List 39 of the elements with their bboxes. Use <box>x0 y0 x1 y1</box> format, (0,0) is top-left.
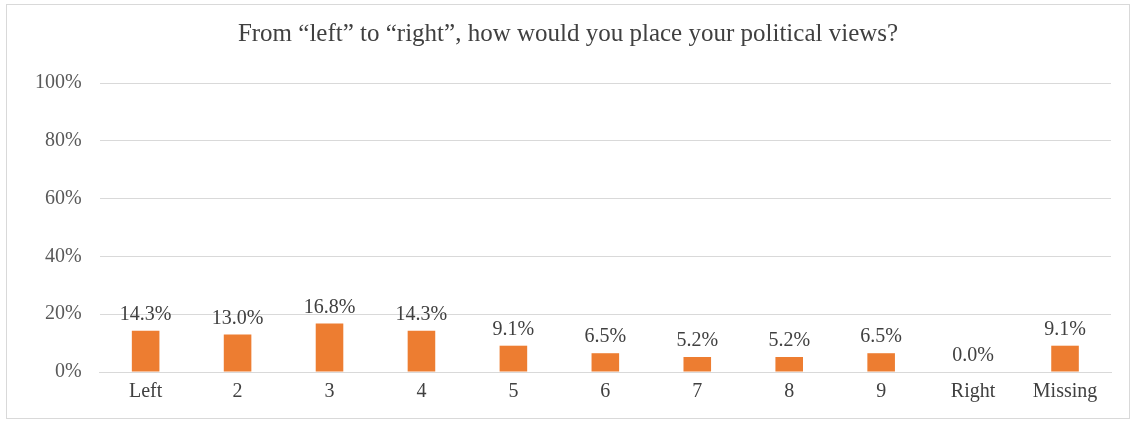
bar <box>867 353 895 372</box>
data-label: 6.5% <box>860 324 902 347</box>
data-label: 9.1% <box>492 316 535 339</box>
x-tick-label: 2 <box>232 379 243 402</box>
data-label: 6.5% <box>584 324 627 347</box>
bar <box>775 356 803 372</box>
x-tick-label: Left <box>128 379 163 402</box>
data-label: 5.2% <box>768 328 811 351</box>
data-label: 16.8% <box>303 294 356 317</box>
data-label: 13.0% <box>211 305 264 328</box>
x-tick-label: 5 <box>508 379 519 402</box>
x-tick-label: 9 <box>876 379 887 402</box>
y-tick-label: 20% <box>44 301 82 324</box>
x-tick-label: 3 <box>324 379 335 402</box>
x-tick-label: 7 <box>692 379 703 402</box>
x-tick-label: 8 <box>784 379 795 402</box>
x-tick-label: 4 <box>416 379 427 402</box>
data-label: 9.1% <box>1044 316 1086 339</box>
y-tick-label: 0% <box>54 359 82 382</box>
chart-title: From “left” to “right”, how would you place your political views? <box>236 19 900 47</box>
y-tick-label: 40% <box>44 243 82 266</box>
bar <box>499 345 528 372</box>
bar <box>591 353 620 372</box>
data-label: 14.3% <box>119 301 172 324</box>
y-tick-label: 60% <box>44 185 82 208</box>
data-label: 5.2% <box>676 328 719 351</box>
y-tick-label: 80% <box>44 128 82 151</box>
bar <box>315 323 344 372</box>
y-tick-label: 100% <box>34 70 82 93</box>
bar <box>407 330 436 372</box>
bar <box>1051 345 1079 372</box>
bar <box>223 334 252 372</box>
x-tick-label: Right <box>950 379 996 403</box>
x-tick-label: 6 <box>600 379 611 402</box>
data-label: 0.0% <box>952 343 994 366</box>
data-label: 14.3% <box>395 301 448 324</box>
bar <box>683 356 712 372</box>
bar <box>131 330 160 372</box>
x-tick-label: Missing <box>1032 379 1098 403</box>
